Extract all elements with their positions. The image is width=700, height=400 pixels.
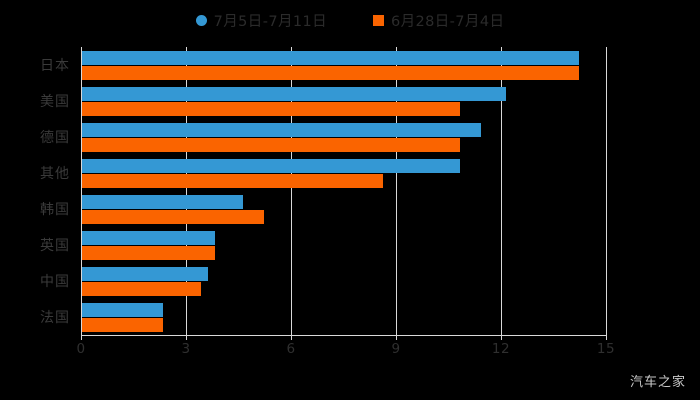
y-axis-label-2: 德国 <box>40 130 70 146</box>
x-tick-mark-15 <box>606 335 607 340</box>
x-tick-label-0: 0 <box>76 341 86 357</box>
bar-德国-series-1[interactable] <box>82 122 481 137</box>
chart-row: 中国 <box>40 263 606 299</box>
bar-德国-series-2[interactable] <box>82 137 460 152</box>
y-axis-label-0: 日本 <box>40 58 70 74</box>
gridline-x-3 <box>186 47 187 335</box>
chart-row: 韩国 <box>40 191 606 227</box>
legend-item-series-1[interactable]: 7月5日-7月11日 <box>195 10 327 31</box>
x-tick-label-9: 9 <box>391 341 401 357</box>
legend-label-series-1: 7月5日-7月11日 <box>213 14 327 30</box>
y-axis-line <box>81 47 82 335</box>
y-axis-label-3: 其他 <box>40 166 70 182</box>
bar-日本-series-1[interactable] <box>82 50 579 65</box>
y-axis-label-1: 美国 <box>40 94 70 110</box>
legend-item-series-2[interactable]: 6月28日-7月4日 <box>373 10 504 31</box>
plot-area: 0 3 6 9 12 15 日本美国德国其他韩国英国中国法国 <box>40 47 615 357</box>
bar-法国-series-1[interactable] <box>82 302 163 317</box>
x-tick-label-12: 12 <box>491 341 511 357</box>
bar-韩国-series-1[interactable] <box>82 194 243 209</box>
y-axis-label-5: 英国 <box>40 238 70 254</box>
legend-marker-square-icon <box>373 15 384 26</box>
x-tick-mark-3 <box>186 335 187 340</box>
x-tick-mark-9 <box>396 335 397 340</box>
bar-中国-series-1[interactable] <box>82 266 208 281</box>
bar-中国-series-2[interactable] <box>82 281 201 296</box>
bar-其他-series-1[interactable] <box>82 158 460 173</box>
bar-韩国-series-2[interactable] <box>82 209 264 224</box>
bar-英国-series-2[interactable] <box>82 245 215 260</box>
x-tick-mark-0 <box>81 335 82 340</box>
y-axis-label-6: 中国 <box>40 274 70 290</box>
bar-美国-series-2[interactable] <box>82 101 460 116</box>
y-axis-label-7: 法国 <box>40 310 70 326</box>
legend-label-series-2: 6月28日-7月4日 <box>391 14 505 30</box>
chart-row: 美国 <box>40 83 606 119</box>
chart-row: 法国 <box>40 299 606 335</box>
gridline-x-15 <box>606 47 607 335</box>
chart-row: 日本 <box>40 47 606 83</box>
x-tick-label-3: 3 <box>181 341 191 357</box>
bar-法国-series-2[interactable] <box>82 317 163 332</box>
chart-row: 其他 <box>40 155 606 191</box>
gridline-x-6 <box>291 47 292 335</box>
watermark: 汽车之家 <box>629 375 686 390</box>
x-tick-mark-12 <box>501 335 502 340</box>
x-tick-label-15: 15 <box>596 341 616 357</box>
bar-英国-series-1[interactable] <box>82 230 215 245</box>
x-axis-line <box>81 335 606 336</box>
gridline-x-9 <box>396 47 397 335</box>
bar-日本-series-2[interactable] <box>82 65 579 80</box>
chart-row: 德国 <box>40 119 606 155</box>
bar-美国-series-1[interactable] <box>82 86 506 101</box>
gridline-x-12 <box>501 47 502 335</box>
bar-其他-series-2[interactable] <box>82 173 383 188</box>
chart-legend: 7月5日-7月11日 6月28日-7月4日 <box>0 10 700 31</box>
x-tick-mark-6 <box>291 335 292 340</box>
chart-row: 英国 <box>40 227 606 263</box>
x-tick-label-6: 6 <box>286 341 296 357</box>
legend-marker-circle-icon <box>195 15 207 26</box>
y-axis-label-4: 韩国 <box>40 202 70 218</box>
